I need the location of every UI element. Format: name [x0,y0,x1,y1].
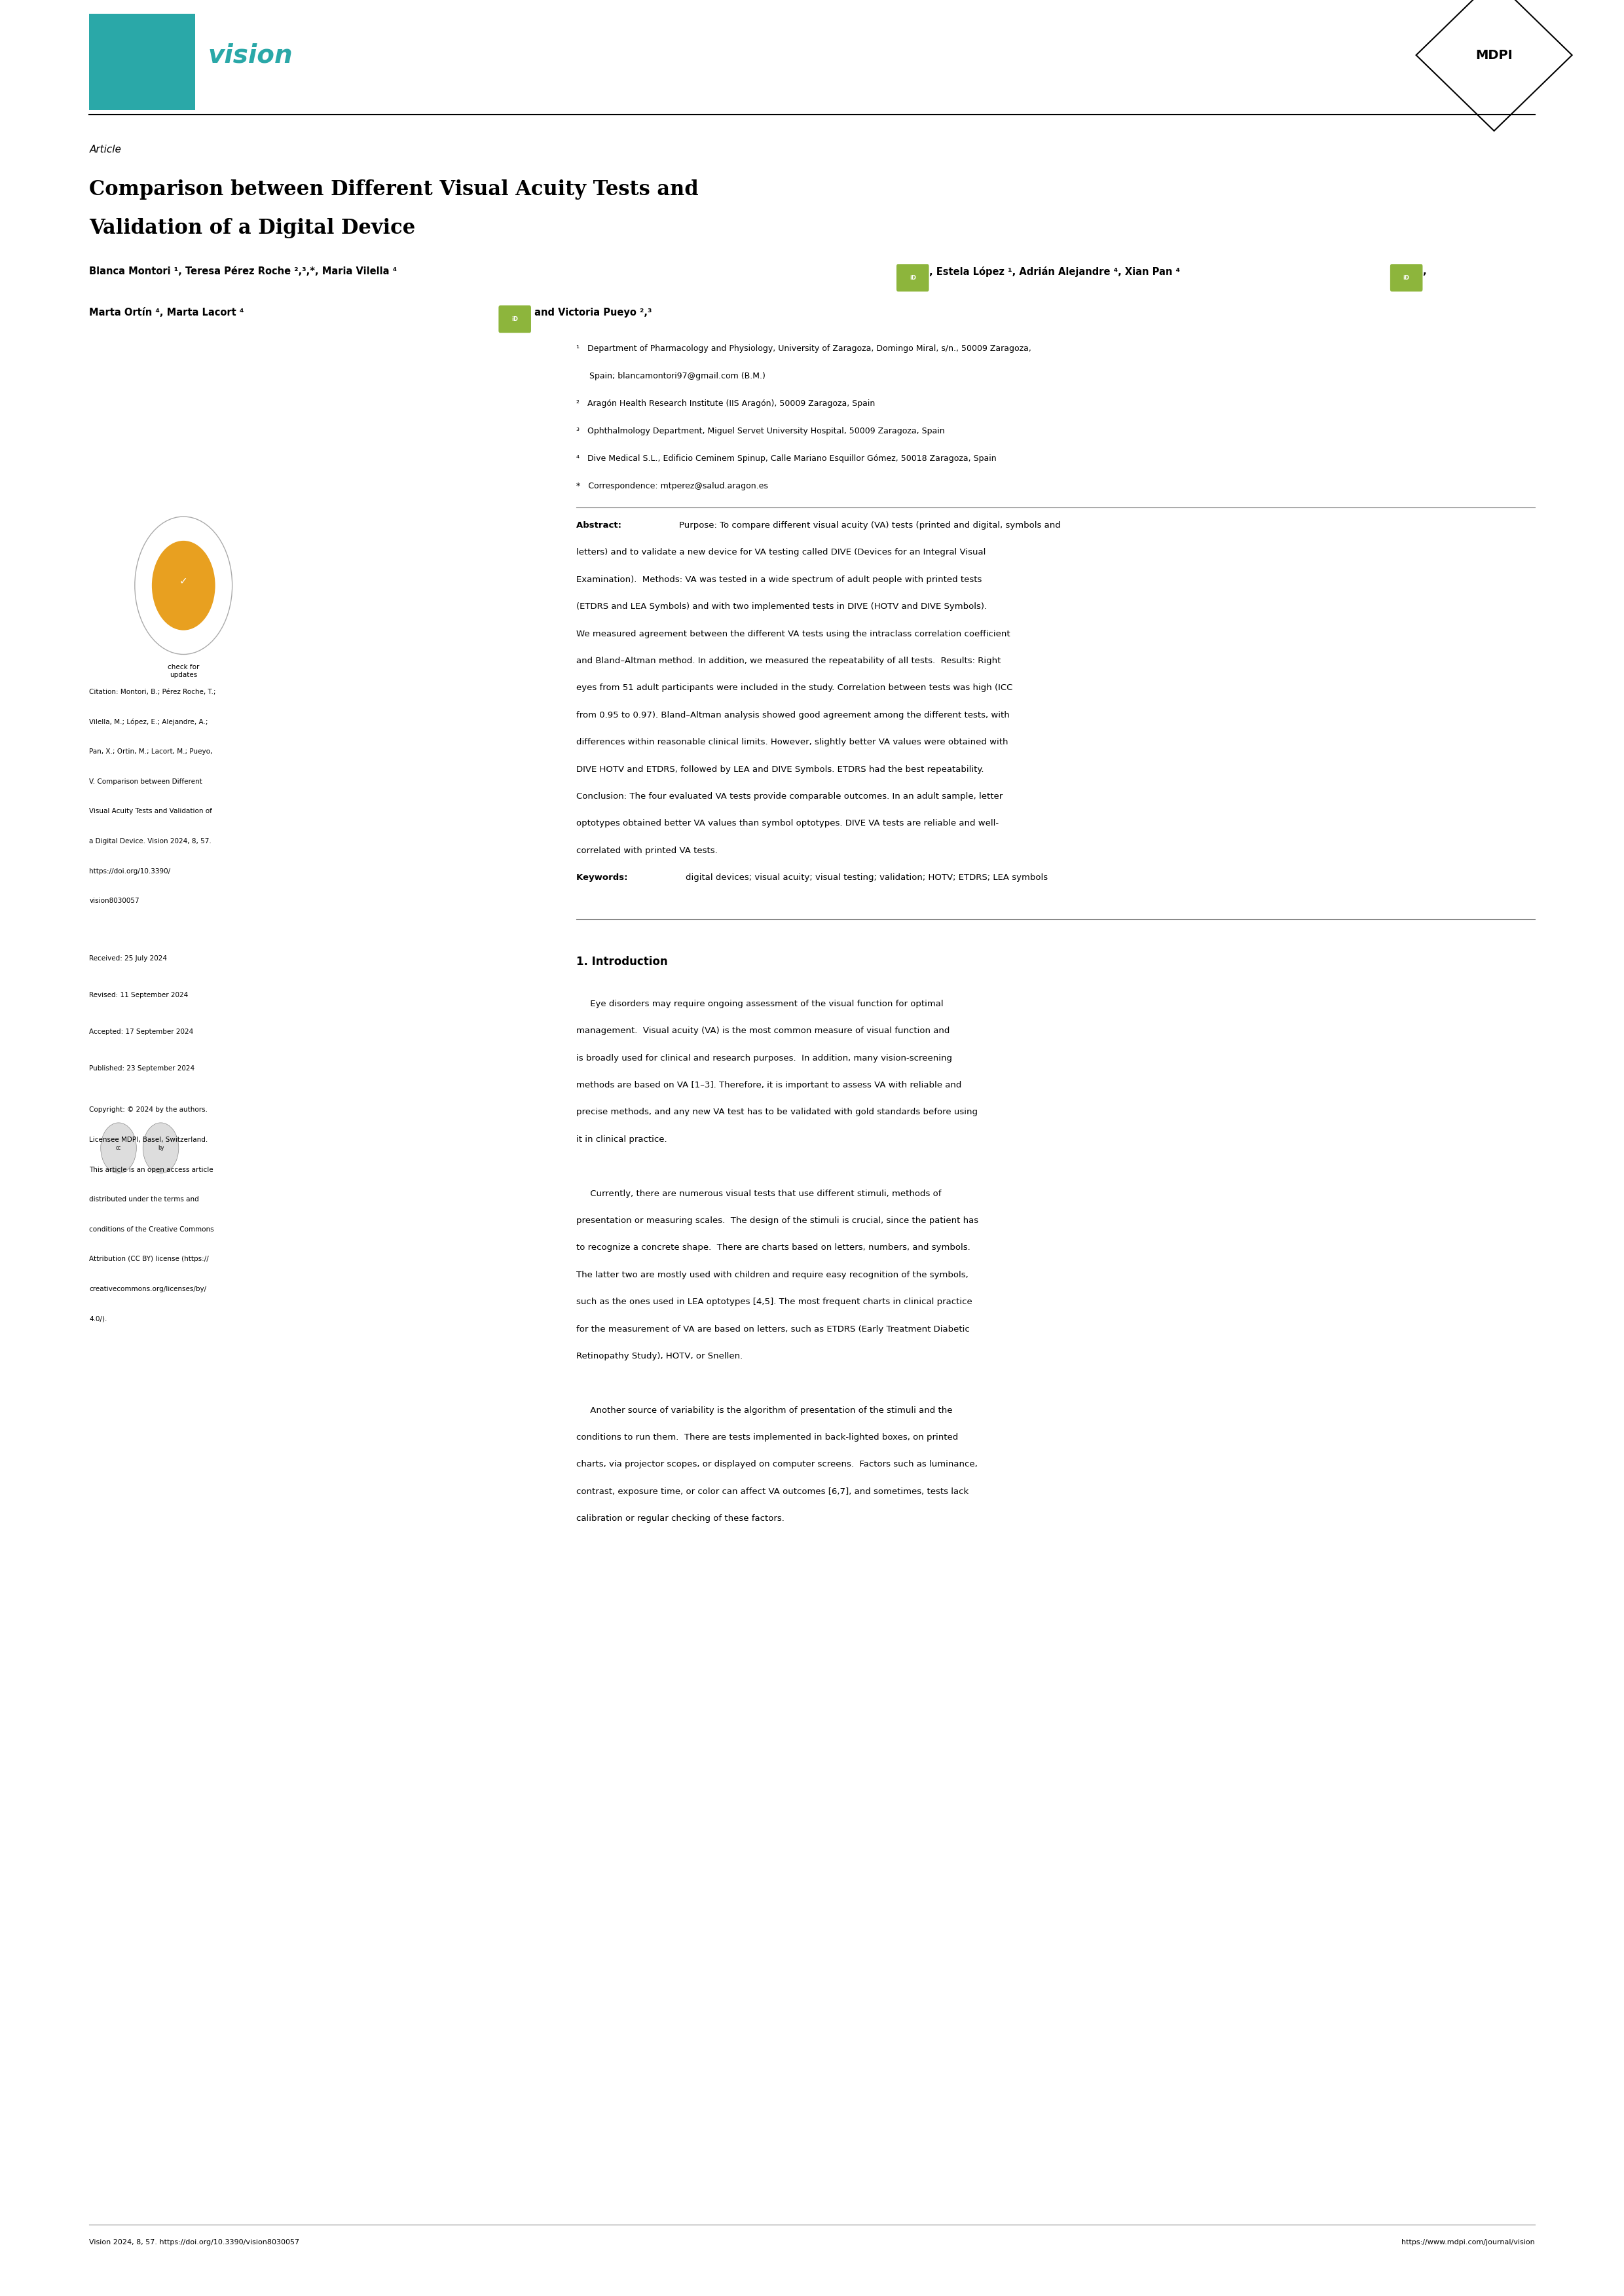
Text: Revised: 11 September 2024: Revised: 11 September 2024 [89,992,188,999]
Text: a Digital Device. Vision 2024, 8, 57.: a Digital Device. Vision 2024, 8, 57. [89,838,211,845]
Text: ¹   Department of Pharmacology and Physiology, University of Zaragoza, Domingo M: ¹ Department of Pharmacology and Physiol… [577,344,1031,354]
Text: cc: cc [115,1146,122,1150]
Text: precise methods, and any new VA test has to be validated with gold standards bef: precise methods, and any new VA test has… [577,1109,978,1116]
Text: Vilella, M.; López, E.; Alejandre, A.;: Vilella, M.; López, E.; Alejandre, A.; [89,719,208,726]
Text: differences within reasonable clinical limits. However, slightly better VA value: differences within reasonable clinical l… [577,737,1009,746]
Text: Citation: Montori, B.; Pérez Roche, T.;: Citation: Montori, B.; Pérez Roche, T.; [89,689,216,696]
Text: eyes from 51 adult participants were included in the study. Correlation between : eyes from 51 adult participants were inc… [577,684,1013,693]
Text: by: by [158,1146,164,1150]
Text: ,: , [1423,266,1426,276]
Text: Marta Ortín ⁴, Marta Lacort ⁴: Marta Ortín ⁴, Marta Lacort ⁴ [89,308,244,317]
Text: Visual Acuity Tests and Validation of: Visual Acuity Tests and Validation of [89,808,213,815]
Text: Accepted: 17 September 2024: Accepted: 17 September 2024 [89,1029,193,1035]
Text: ³   Ophthalmology Department, Miguel Servet University Hospital, 50009 Zaragoza,: ³ Ophthalmology Department, Miguel Serve… [577,427,945,436]
Text: V. Comparison between Different: V. Comparison between Different [89,778,203,785]
Text: Purpose: To compare different visual acuity (VA) tests (printed and digital, sym: Purpose: To compare different visual acu… [679,521,1060,530]
Text: Validation of a Digital Device: Validation of a Digital Device [89,218,416,239]
Text: Blanca Montori ¹, Teresa Pérez Roche ²,³,*, Maria Vilella ⁴: Blanca Montori ¹, Teresa Pérez Roche ²,³… [89,266,398,276]
Text: methods are based on VA [1–3]. Therefore, it is important to assess VA with reli: methods are based on VA [1–3]. Therefore… [577,1081,961,1091]
Text: Abstract:: Abstract: [577,521,625,530]
Text: Spain; blancamontori97@gmail.com (B.M.): Spain; blancamontori97@gmail.com (B.M.) [577,372,765,381]
Text: Conclusion: The four evaluated VA tests provide comparable outcomes. In an adult: Conclusion: The four evaluated VA tests … [577,792,1004,801]
Text: Examination).  Methods: VA was tested in a wide spectrum of adult people with pr: Examination). Methods: VA was tested in … [577,576,983,583]
Text: Another source of variability is the algorithm of presentation of the stimuli an: Another source of variability is the alg… [577,1405,953,1414]
Text: Vision 2024, 8, 57. https://doi.org/10.3390/vision8030057: Vision 2024, 8, 57. https://doi.org/10.3… [89,2239,299,2245]
Text: (ETDRS and LEA Symbols) and with two implemented tests in DIVE (HOTV and DIVE Sy: (ETDRS and LEA Symbols) and with two imp… [577,602,987,611]
Text: calibration or regular checking of these factors.: calibration or regular checking of these… [577,1515,784,1522]
Text: *   Correspondence: mtperez@salud.aragon.es: * Correspondence: mtperez@salud.aragon.e… [577,482,768,491]
Text: correlated with printed VA tests.: correlated with printed VA tests. [577,847,718,854]
Text: Published: 23 September 2024: Published: 23 September 2024 [89,1065,195,1072]
Text: Pan, X.; Ortin, M.; Lacort, M.; Pueyo,: Pan, X.; Ortin, M.; Lacort, M.; Pueyo, [89,748,213,755]
Text: management.  Visual acuity (VA) is the most common measure of visual function an: management. Visual acuity (VA) is the mo… [577,1026,950,1035]
Text: digital devices; visual acuity; visual testing; validation; HOTV; ETDRS; LEA sym: digital devices; visual acuity; visual t… [685,872,1047,882]
Text: https://www.mdpi.com/journal/vision: https://www.mdpi.com/journal/vision [1402,2239,1535,2245]
Text: vision8030057: vision8030057 [89,898,140,905]
Text: distributed under the terms and: distributed under the terms and [89,1196,200,1203]
Text: Received: 25 July 2024: Received: 25 July 2024 [89,955,167,962]
Text: such as the ones used in LEA optotypes [4,5]. The most frequent charts in clinic: such as the ones used in LEA optotypes [… [577,1297,973,1306]
Text: for the measurement of VA are based on letters, such as ETDRS (Early Treatment D: for the measurement of VA are based on l… [577,1325,970,1334]
Text: We measured agreement between the different VA tests using the intraclass correl: We measured agreement between the differ… [577,629,1010,638]
Text: , Estela López ¹, Adrián Alejandre ⁴, Xian Pan ⁴: , Estela López ¹, Adrián Alejandre ⁴, Xi… [929,266,1179,278]
Text: The latter two are mostly used with children and require easy recognition of the: The latter two are mostly used with chil… [577,1270,968,1279]
Text: MDPI: MDPI [1476,48,1512,62]
Text: Comparison between Different Visual Acuity Tests and: Comparison between Different Visual Acui… [89,179,698,200]
Text: from 0.95 to 0.97). Bland–Altman analysis showed good agreement among the differ: from 0.95 to 0.97). Bland–Altman analysi… [577,712,1010,719]
Text: and Victoria Pueyo ²,³: and Victoria Pueyo ²,³ [531,308,651,317]
Text: Retinopathy Study), HOTV, or Snellen.: Retinopathy Study), HOTV, or Snellen. [577,1352,744,1362]
Text: Licensee MDPI, Basel, Switzerland.: Licensee MDPI, Basel, Switzerland. [89,1137,208,1143]
Text: vision: vision [208,44,292,67]
Text: it in clinical practice.: it in clinical practice. [577,1134,667,1143]
Text: DIVE HOTV and ETDRS, followed by LEA and DIVE Symbols. ETDRS had the best repeat: DIVE HOTV and ETDRS, followed by LEA and… [577,765,984,774]
Text: iD: iD [512,317,518,321]
Text: iD: iD [909,276,916,280]
Text: Currently, there are numerous visual tests that use different stimuli, methods o: Currently, there are numerous visual tes… [577,1189,942,1199]
Text: ²   Aragón Health Research Institute (IIS Aragón), 50009 Zaragoza, Spain: ² Aragón Health Research Institute (IIS … [577,400,875,409]
Text: Article: Article [89,145,122,154]
Text: This article is an open access article: This article is an open access article [89,1166,213,1173]
Text: letters) and to validate a new device for VA testing called DIVE (Devices for an: letters) and to validate a new device fo… [577,549,986,558]
Text: iD: iD [1403,276,1410,280]
Text: 4.0/).: 4.0/). [89,1316,107,1322]
Text: conditions to run them.  There are tests implemented in back-lighted boxes, on p: conditions to run them. There are tests … [577,1433,958,1442]
Text: optotypes obtained better VA values than symbol optotypes. DIVE VA tests are rel: optotypes obtained better VA values than… [577,820,999,829]
Text: to recognize a concrete shape.  There are charts based on letters, numbers, and : to recognize a concrete shape. There are… [577,1244,971,1251]
Text: contrast, exposure time, or color can affect VA outcomes [6,7], and sometimes, t: contrast, exposure time, or color can af… [577,1488,970,1497]
Text: Keywords:: Keywords: [577,872,632,882]
Text: Copyright: © 2024 by the authors.: Copyright: © 2024 by the authors. [89,1107,208,1114]
Text: 1. Introduction: 1. Introduction [577,955,667,969]
Text: creativecommons.org/licenses/by/: creativecommons.org/licenses/by/ [89,1286,206,1293]
Text: charts, via projector scopes, or displayed on computer screens.  Factors such as: charts, via projector scopes, or display… [577,1460,978,1469]
Text: ⁴   Dive Medical S.L., Edificio Ceminem Spinup, Calle Mariano Esquillor Gómez, 5: ⁴ Dive Medical S.L., Edificio Ceminem Sp… [577,455,997,464]
Text: is broadly used for clinical and research purposes.  In addition, many vision-sc: is broadly used for clinical and researc… [577,1054,952,1063]
Text: check for
updates: check for updates [167,664,200,677]
Text: ✓: ✓ [179,576,188,585]
Text: presentation or measuring scales.  The design of the stimuli is crucial, since t: presentation or measuring scales. The de… [577,1217,979,1226]
Text: Eye disorders may require ongoing assessment of the visual function for optimal: Eye disorders may require ongoing assess… [577,999,944,1008]
Text: https://doi.org/10.3390/: https://doi.org/10.3390/ [89,868,171,875]
Text: Attribution (CC BY) license (https://: Attribution (CC BY) license (https:// [89,1256,209,1263]
Text: and Bland–Altman method. In addition, we measured the repeatability of all tests: and Bland–Altman method. In addition, we… [577,657,1000,666]
Text: conditions of the Creative Commons: conditions of the Creative Commons [89,1226,214,1233]
